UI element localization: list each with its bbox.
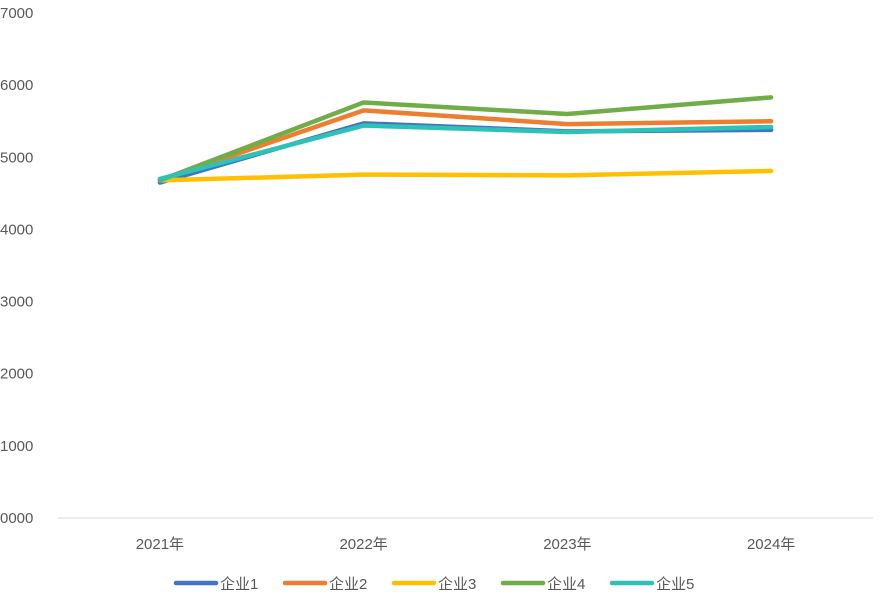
series-line-3: [157, 168, 774, 183]
y-tick-label: 2000: [0, 366, 33, 383]
legend-label-4: 企业4: [547, 575, 585, 593]
y-tick-label: 4000: [0, 221, 33, 238]
series-line-2: [157, 108, 774, 183]
y-tick-label: 3000: [0, 294, 33, 311]
legend-label-1: 企业1: [220, 575, 258, 593]
series-line-4: [157, 95, 774, 183]
legend: 企业1 企业2 企业3 企业4 企业5: [173, 575, 694, 593]
x-tick-label: 2021年: [136, 536, 184, 553]
y-tick-label: 7000: [0, 5, 33, 22]
series-line-5: [157, 123, 774, 182]
x-tick-label: 2022年: [339, 536, 387, 553]
legend-label-2: 企业2: [329, 575, 367, 593]
x-tick-label: 2023年: [543, 536, 591, 553]
x-axis-ticks: 2021年 2022年 2023年 2024年: [136, 536, 796, 553]
y-tick-label: 6000: [0, 77, 33, 94]
legend-label-3: 企业3: [438, 575, 476, 593]
series-lines: [157, 95, 774, 185]
legend-label-5: 企业5: [656, 575, 694, 593]
y-tick-label: 5000: [0, 149, 33, 166]
y-tick-label: 0000: [0, 510, 33, 527]
y-axis-ticks: 0000 1000 2000 3000 4000 5000 6000 7000: [0, 5, 33, 527]
x-tick-label: 2024年: [747, 536, 795, 553]
y-tick-label: 1000: [0, 438, 33, 455]
